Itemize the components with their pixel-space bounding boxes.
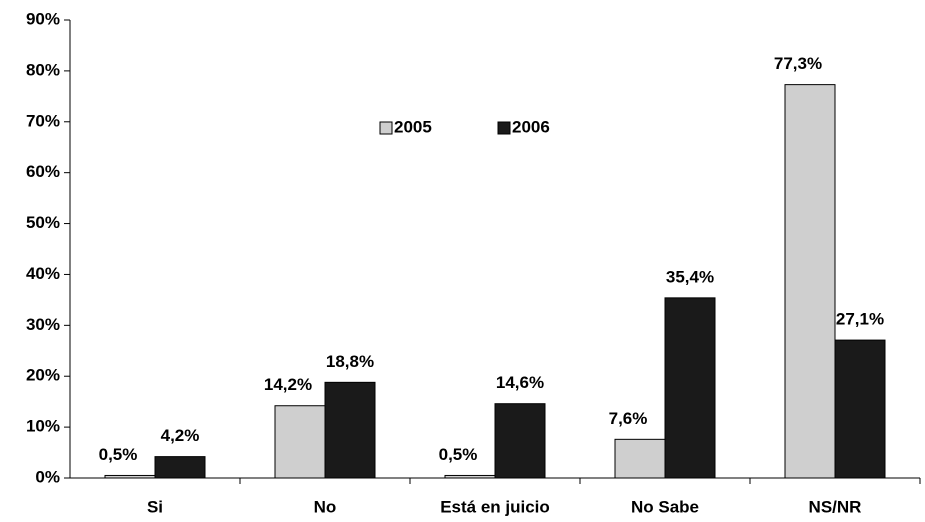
value-label: 0,5% [439, 445, 478, 464]
value-label: 4,2% [161, 426, 200, 445]
bar [834, 339, 886, 479]
legend-swatch [379, 121, 393, 135]
y-tick-label: 70% [26, 111, 60, 130]
x-tick-label: Si [147, 497, 163, 516]
bar [664, 297, 716, 479]
value-label: 35,4% [666, 267, 714, 286]
bar [154, 456, 206, 479]
y-tick-label: 90% [26, 9, 60, 28]
y-tick-label: 60% [26, 162, 60, 181]
value-label: 7,6% [609, 409, 648, 428]
y-tick-label: 0% [35, 467, 60, 486]
legend-label: 2006 [512, 117, 550, 136]
bar [104, 474, 156, 479]
bar [444, 474, 496, 479]
value-label: 77,3% [774, 54, 822, 73]
y-tick-label: 30% [26, 315, 60, 334]
bar [274, 405, 326, 479]
y-tick-label: 40% [26, 264, 60, 283]
legend-label: 2005 [394, 117, 432, 136]
value-label: 14,6% [496, 373, 544, 392]
bar [614, 438, 666, 479]
y-tick-label: 80% [26, 60, 60, 79]
y-tick-label: 10% [26, 417, 60, 436]
value-label: 27,1% [836, 310, 884, 329]
bar [324, 381, 376, 479]
x-tick-label: No Sabe [631, 497, 699, 516]
value-label: 14,2% [264, 375, 312, 394]
y-tick-label: 20% [26, 366, 60, 385]
x-tick-label: No [314, 497, 337, 516]
value-label: 0,5% [99, 445, 138, 464]
y-tick-label: 50% [26, 213, 60, 232]
x-tick-label: NS/NR [809, 497, 862, 516]
bar [494, 403, 546, 479]
bar [784, 84, 836, 479]
x-tick-label: Está en juicio [440, 497, 550, 516]
value-label: 18,8% [326, 352, 374, 371]
legend-swatch [497, 121, 511, 135]
